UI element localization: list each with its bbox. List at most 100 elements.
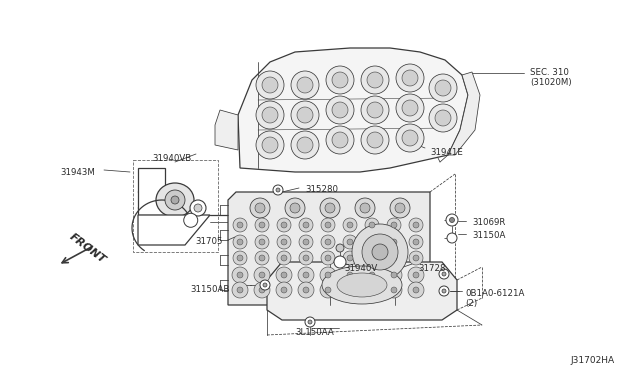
- Circle shape: [237, 239, 243, 245]
- Circle shape: [250, 198, 270, 218]
- Circle shape: [332, 132, 348, 148]
- Polygon shape: [267, 262, 457, 320]
- Circle shape: [263, 283, 267, 287]
- Ellipse shape: [156, 183, 194, 217]
- Circle shape: [447, 233, 457, 243]
- Circle shape: [298, 267, 314, 283]
- Circle shape: [259, 222, 265, 228]
- Text: SEC. 310
(31020M): SEC. 310 (31020M): [530, 68, 572, 87]
- Circle shape: [262, 77, 278, 93]
- Circle shape: [396, 124, 424, 152]
- Circle shape: [390, 198, 410, 218]
- Text: 31069R: 31069R: [472, 218, 506, 227]
- Circle shape: [297, 137, 313, 153]
- Circle shape: [259, 255, 265, 261]
- Circle shape: [325, 272, 331, 278]
- Circle shape: [298, 282, 314, 298]
- Circle shape: [325, 255, 331, 261]
- Text: 31940VB: 31940VB: [152, 154, 191, 163]
- Circle shape: [277, 235, 291, 249]
- Circle shape: [255, 235, 269, 249]
- Circle shape: [336, 244, 344, 252]
- Circle shape: [326, 96, 354, 124]
- Text: FRONT: FRONT: [68, 231, 108, 265]
- Circle shape: [273, 185, 283, 195]
- Circle shape: [321, 235, 335, 249]
- Circle shape: [387, 235, 401, 249]
- Circle shape: [326, 66, 354, 94]
- Circle shape: [367, 72, 383, 88]
- Circle shape: [281, 287, 287, 293]
- Circle shape: [321, 251, 335, 265]
- Circle shape: [237, 272, 243, 278]
- Circle shape: [299, 235, 313, 249]
- Circle shape: [291, 101, 319, 129]
- Polygon shape: [228, 192, 430, 305]
- Circle shape: [391, 222, 397, 228]
- Circle shape: [409, 218, 423, 232]
- Circle shape: [343, 251, 357, 265]
- Circle shape: [171, 196, 179, 204]
- Circle shape: [259, 239, 265, 245]
- Circle shape: [439, 286, 449, 296]
- Circle shape: [259, 272, 265, 278]
- Circle shape: [259, 287, 265, 293]
- Text: 31150A: 31150A: [472, 231, 506, 240]
- Circle shape: [281, 222, 287, 228]
- Ellipse shape: [322, 266, 402, 304]
- Circle shape: [365, 218, 379, 232]
- Circle shape: [343, 235, 357, 249]
- Circle shape: [409, 251, 423, 265]
- Circle shape: [369, 287, 375, 293]
- Circle shape: [276, 188, 280, 192]
- Circle shape: [342, 282, 358, 298]
- Circle shape: [256, 71, 284, 99]
- Circle shape: [308, 320, 312, 324]
- Circle shape: [364, 282, 380, 298]
- Circle shape: [321, 218, 335, 232]
- Circle shape: [325, 203, 335, 213]
- Circle shape: [386, 282, 402, 298]
- Circle shape: [291, 131, 319, 159]
- Circle shape: [190, 200, 206, 216]
- Circle shape: [408, 267, 424, 283]
- Polygon shape: [138, 215, 210, 245]
- Circle shape: [237, 255, 243, 261]
- Circle shape: [184, 213, 198, 227]
- Circle shape: [281, 272, 287, 278]
- Circle shape: [232, 282, 248, 298]
- Circle shape: [256, 101, 284, 129]
- Circle shape: [277, 251, 291, 265]
- Circle shape: [325, 287, 331, 293]
- Circle shape: [256, 131, 284, 159]
- Circle shape: [255, 203, 265, 213]
- Circle shape: [364, 267, 380, 283]
- Circle shape: [254, 282, 270, 298]
- Circle shape: [442, 289, 446, 293]
- Circle shape: [320, 282, 336, 298]
- Circle shape: [281, 255, 287, 261]
- Circle shape: [342, 267, 358, 283]
- Circle shape: [237, 287, 243, 293]
- Text: 31941E: 31941E: [430, 148, 463, 157]
- Circle shape: [326, 126, 354, 154]
- Text: 0B1A0-6121A
(2): 0B1A0-6121A (2): [465, 289, 524, 308]
- Circle shape: [347, 287, 353, 293]
- Ellipse shape: [337, 273, 387, 297]
- Circle shape: [332, 72, 348, 88]
- Circle shape: [361, 96, 389, 124]
- Circle shape: [391, 287, 397, 293]
- Circle shape: [299, 218, 313, 232]
- Circle shape: [332, 102, 348, 118]
- Circle shape: [429, 104, 457, 132]
- Circle shape: [429, 74, 457, 102]
- Circle shape: [303, 272, 309, 278]
- Circle shape: [290, 203, 300, 213]
- Circle shape: [413, 255, 419, 261]
- Circle shape: [305, 317, 315, 327]
- Circle shape: [285, 198, 305, 218]
- Circle shape: [365, 251, 379, 265]
- Polygon shape: [448, 72, 480, 155]
- Circle shape: [361, 66, 389, 94]
- Circle shape: [367, 102, 383, 118]
